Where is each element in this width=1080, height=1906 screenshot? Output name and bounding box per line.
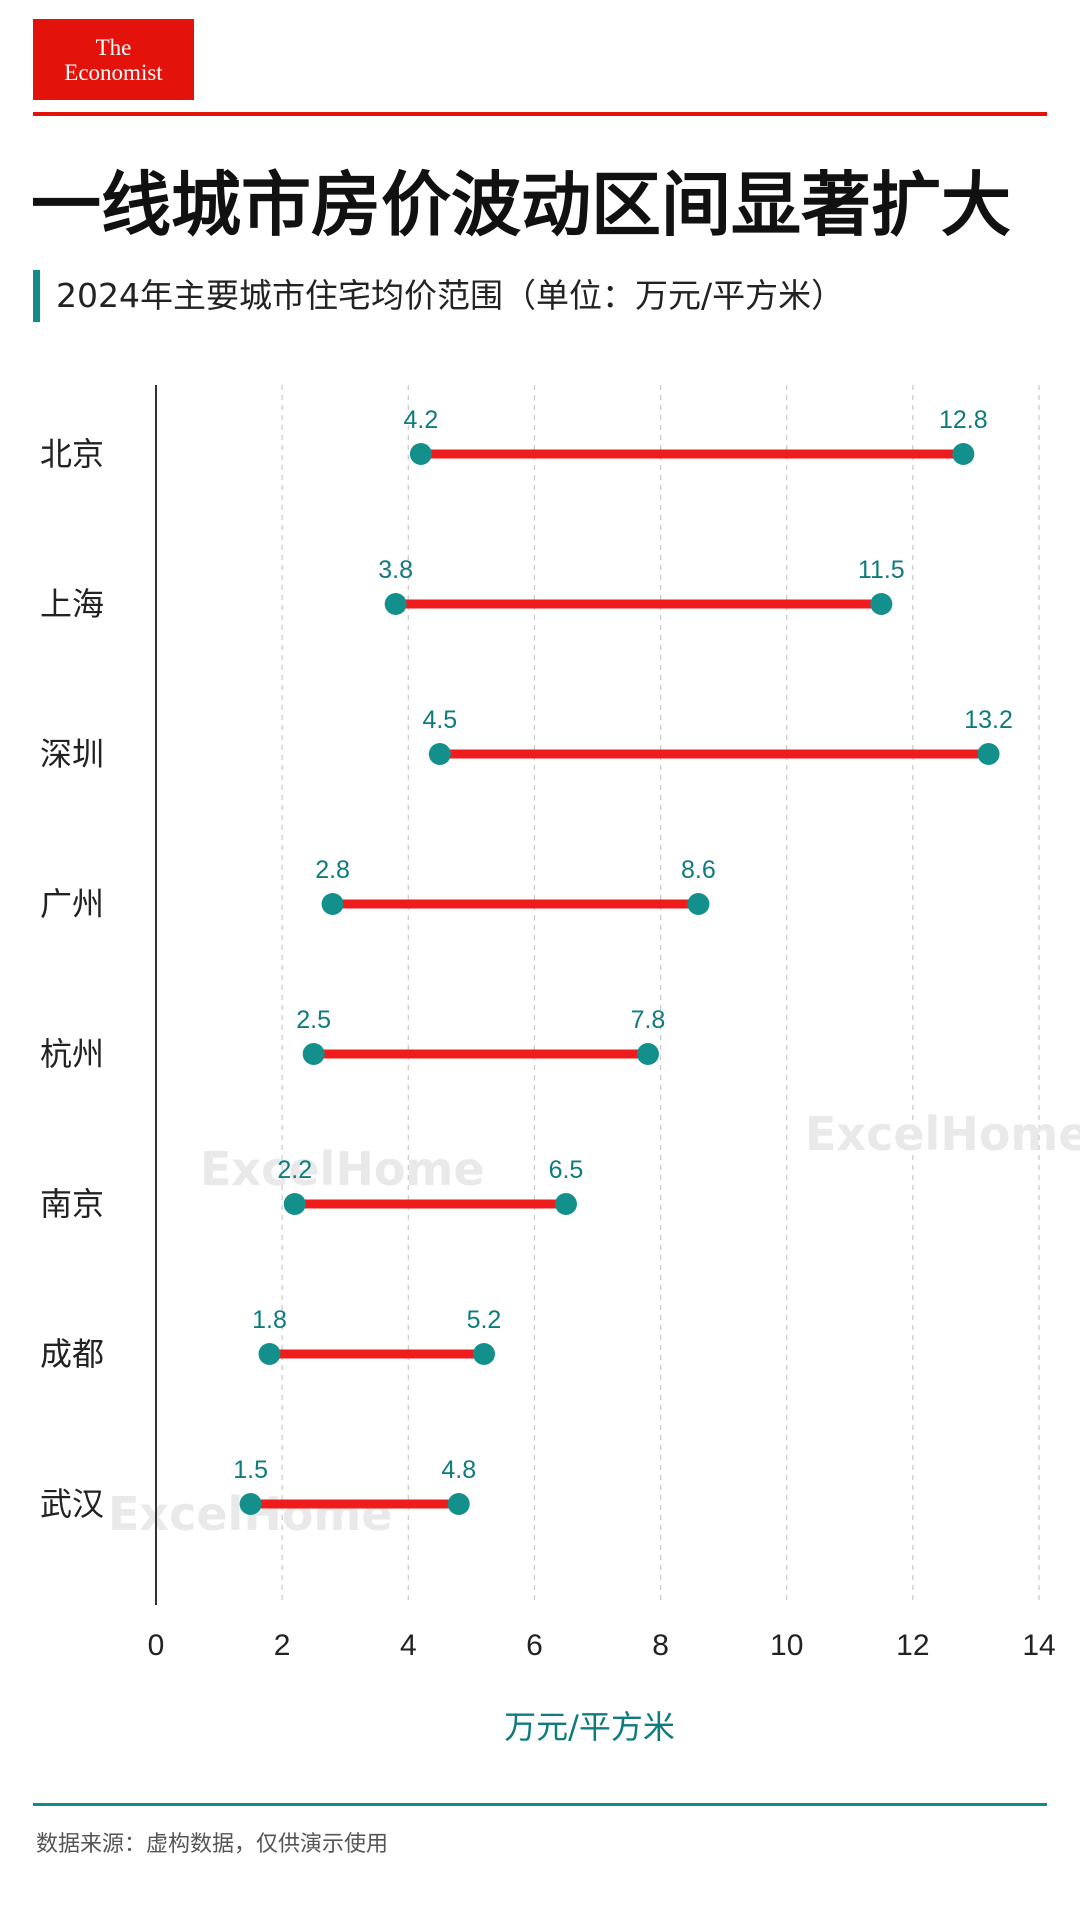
max-dot [554,1193,577,1215]
city-row: 武汉 1.5 4.8 [40,1456,476,1523]
min-value-label: 1.8 [252,1306,287,1334]
max-value-label: 4.8 [441,1456,476,1484]
x-axis-label: 万元/平方米 [504,1708,675,1746]
city-label: 杭州 [40,1035,104,1073]
max-value-label: 5.2 [467,1306,502,1334]
min-dot [258,1343,281,1365]
max-value-label: 8.6 [681,856,716,884]
max-value-label: 7.8 [631,1006,666,1034]
min-dot [409,443,432,465]
min-value-label: 1.5 [233,1456,268,1484]
logo-line-2: Economist [64,59,163,85]
city-label: 广州 [40,885,104,923]
excelhome-watermark: ExcelHome [200,1142,485,1196]
max-dot [952,443,975,465]
min-dot [384,593,407,615]
min-dot [283,1193,306,1215]
city-label: 南京 [40,1185,104,1223]
economist-logo: The Economist [33,19,194,100]
x-tick-label-0: 0 [148,1629,165,1662]
max-value-label: 6.5 [549,1156,584,1184]
gridlines [281,385,1040,1605]
min-dot [302,1043,325,1065]
chart-rows: 北京 4.2 12.8 上海 3.8 11.5 深圳 4.5 13.2 广州 2.8 8.6 杭州 2.5… [40,406,1013,1523]
min-value-label: 2.8 [315,856,350,884]
subtitle-accent-bar [33,270,40,322]
max-dot [977,743,1000,765]
city-row: 上海 3.8 11.5 [40,556,905,623]
excelhome-watermark: ExcelHome [805,1107,1080,1161]
x-axis-ticks: 0 2 4 6 8 10 12 14 [148,1629,1056,1662]
city-label: 深圳 [40,735,104,773]
top-red-rule [33,112,1047,116]
min-value-label: 4.5 [422,706,457,734]
max-dot [687,893,710,915]
city-row: 北京 4.2 12.8 [40,406,988,473]
dumbbell-chart: ExcelHomeExcelHomeExcelHome 02468101214 … [40,385,1080,1746]
min-value-label: 4.2 [404,406,439,434]
source-note: 数据来源：虚构数据，仅供演示使用 [36,1832,389,1857]
max-dot [472,1343,495,1365]
max-dot [870,593,893,615]
x-tick-label-2: 2 [274,1629,291,1662]
x-tick-label-10: 10 [770,1629,803,1662]
min-value-label: 3.8 [378,556,413,584]
x-tick-label-12: 12 [896,1629,929,1662]
x-tick-label-14: 14 [1022,1629,1055,1662]
city-label: 上海 [40,585,104,623]
min-value-label: 2.2 [277,1156,312,1184]
x-tick-label-6: 6 [526,1629,543,1662]
city-row: 南京 2.2 6.5 [40,1156,583,1223]
city-row: 成都 1.8 5.2 [40,1306,501,1373]
bottom-rule [33,1803,1047,1806]
min-value-label: 2.5 [296,1006,331,1034]
max-dot [447,1493,470,1515]
logo-line-1: The [95,34,132,60]
x-tick-label-8: 8 [652,1629,669,1662]
city-row: 广州 2.8 8.6 [40,856,716,923]
city-row: 杭州 2.5 7.8 [40,1006,665,1073]
x-tick-label-4: 4 [400,1629,417,1662]
min-dot [239,1493,262,1515]
city-label: 成都 [40,1335,104,1373]
city-row: 深圳 4.5 13.2 [40,706,1013,773]
city-label: 武汉 [40,1485,104,1523]
min-dot [428,743,451,765]
max-value-label: 11.5 [858,556,905,584]
min-dot [321,893,344,915]
chart-subtitle: 2024年主要城市住宅均价范围（单位：万元/平方米） [56,276,845,315]
max-value-label: 13.2 [964,706,1013,734]
city-label: 北京 [40,435,104,473]
max-value-label: 12.8 [939,406,988,434]
max-dot [636,1043,659,1065]
chart-title: 一线城市房价波动区间显著扩大 [31,164,1011,246]
